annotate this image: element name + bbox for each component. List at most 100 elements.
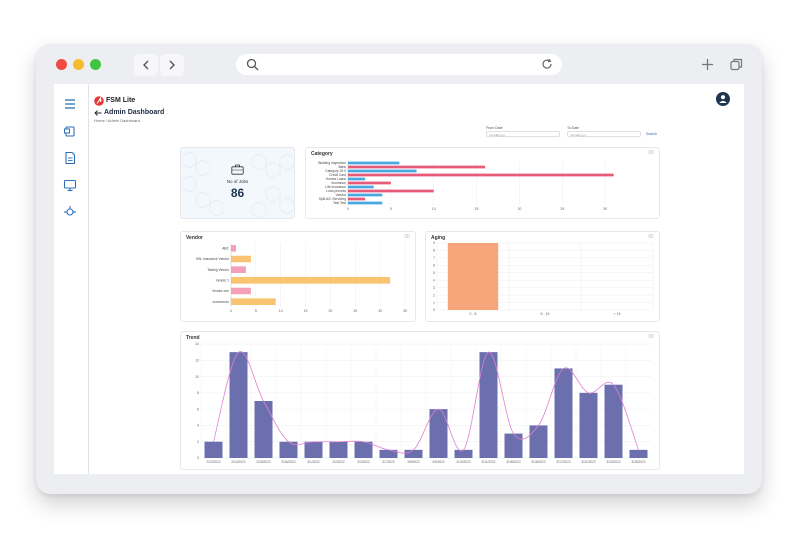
page-header: Admin Dashboard	[94, 109, 164, 116]
trend-bar	[404, 449, 423, 458]
jobs-card: No of Jobs 86	[180, 147, 295, 219]
category-bar	[348, 181, 391, 185]
x-tick-label: 20	[328, 309, 332, 313]
main-content: FSM Lite Admin Dashboard Home / Admin Da…	[89, 84, 744, 474]
x-tick-label: 3/23/2022	[606, 460, 620, 464]
eye-icon[interactable]	[648, 334, 654, 338]
hamburger-menu-icon[interactable]	[63, 97, 77, 111]
category-bar	[348, 161, 400, 165]
trend-line	[213, 351, 639, 454]
y-tick-label: 12	[195, 358, 199, 362]
reload-icon[interactable]	[541, 58, 553, 70]
category-label: Insurance	[332, 181, 347, 185]
category-bar	[348, 185, 374, 189]
new-tab-icon[interactable]	[701, 58, 714, 71]
to-date-input[interactable]: mm/dd/yyyy	[567, 131, 641, 137]
x-tick-label: 2/24/2022	[231, 460, 245, 464]
breadcrumb-current: Admin Dashboard	[107, 118, 140, 123]
arrow-left-icon[interactable]	[94, 109, 102, 116]
category-bar	[348, 165, 486, 169]
category-label: ABC	[222, 247, 229, 251]
trend-bar	[204, 441, 223, 458]
x-tick-label: 3/21/2022	[581, 460, 595, 464]
from-date-label: From Date	[486, 126, 503, 130]
trend-bar	[629, 449, 648, 458]
breadcrumb-home[interactable]: Home	[94, 118, 105, 123]
vendor-bar	[231, 245, 236, 252]
x-tick-label: 30	[603, 207, 607, 211]
category-label: Loan process	[326, 189, 346, 193]
minimize-dot[interactable]	[73, 59, 84, 70]
vendor-bar	[231, 298, 276, 305]
y-tick-label: 8	[433, 249, 435, 253]
tabs-overview-icon[interactable]	[730, 58, 743, 71]
vendor-bar	[231, 266, 246, 273]
address-bar[interactable]	[236, 54, 562, 75]
x-tick-label: 3/18/2022	[506, 460, 520, 464]
category-bar	[348, 193, 383, 197]
x-tick-label: 25	[353, 309, 357, 313]
user-avatar-icon[interactable]	[716, 92, 730, 106]
x-tick-label: 3/8/2022	[407, 460, 420, 464]
logo[interactable]: FSM Lite	[94, 95, 135, 106]
browser-window: FSM Lite Admin Dashboard Home / Admin Da…	[36, 44, 762, 494]
trend-bar	[329, 441, 348, 458]
trend-bar	[379, 449, 398, 458]
x-tick-label: 0	[230, 309, 232, 313]
jobs-icon[interactable]	[63, 124, 77, 138]
jobs-count: 86	[230, 186, 245, 200]
trend-bar	[554, 368, 573, 458]
x-tick-label: 2/25/2022	[256, 460, 270, 464]
x-tick-label: 3/2/2022	[332, 460, 345, 464]
x-tick-label: 5	[390, 207, 392, 211]
category-chart: 0 5 10 15 20 25 30 Building InspectionBankCateg…	[318, 161, 614, 211]
breadcrumb-separator: /	[104, 118, 108, 123]
category-label: Testing Vendor	[207, 268, 230, 272]
y-tick-label: 10	[195, 375, 199, 379]
category-label: SW- Insurance Vendor	[196, 257, 230, 261]
category-label: Test Test	[333, 201, 346, 205]
trend-bar	[454, 449, 473, 458]
page-title: Admin Dashboard	[104, 109, 165, 116]
page-viewport: FSM Lite Admin Dashboard Home / Admin Da…	[54, 84, 744, 474]
close-dot[interactable]	[56, 59, 67, 70]
x-tick-label: 20	[517, 207, 521, 211]
trend-bar	[229, 352, 248, 458]
x-tick-label: 3/11/2022	[482, 460, 496, 464]
eye-icon[interactable]	[404, 234, 410, 238]
category-chart-card: Category 0 5 10 15 20 25 30 Building Inspection…	[305, 147, 660, 219]
chevron-right-icon	[169, 60, 175, 70]
back-button[interactable]	[134, 54, 158, 76]
breadcrumb: Home / Admin Dashboard	[94, 118, 140, 123]
forward-button[interactable]	[160, 54, 184, 76]
vendor-bar	[231, 255, 251, 263]
category-bar	[348, 173, 614, 177]
x-tick-label: 3/7/2022	[382, 460, 395, 464]
eye-icon[interactable]	[648, 234, 654, 238]
document-icon[interactable]	[63, 151, 77, 165]
x-tick-label: > 15	[614, 312, 621, 316]
x-tick-label: 3/1/2022	[307, 460, 320, 464]
y-tick-label: 5	[433, 271, 435, 275]
category-bar	[348, 169, 417, 173]
eye-icon[interactable]	[648, 150, 654, 154]
x-tick-label: 5	[255, 309, 257, 313]
trend-bar	[604, 384, 623, 458]
category-label: Vendor	[336, 193, 347, 197]
vendor-bar	[231, 277, 391, 284]
trend-bar	[429, 409, 448, 458]
from-date-input[interactable]: mm/dd/yyyy	[486, 131, 560, 137]
network-icon[interactable]	[63, 205, 77, 219]
category-label: Credit Card	[329, 173, 346, 177]
category-bar	[348, 197, 366, 201]
category-label: Split A/C Servicing	[319, 197, 346, 201]
category-label: Vendor 1	[216, 279, 229, 283]
search-button[interactable]: Search	[646, 132, 658, 136]
aging-bar	[447, 243, 499, 310]
trend-bar	[304, 441, 323, 458]
y-tick-label: 7	[433, 256, 435, 260]
maximize-dot[interactable]	[90, 59, 101, 70]
hexagon-pattern	[181, 151, 294, 218]
category-label: Building Inspection	[318, 161, 346, 165]
monitor-icon[interactable]	[63, 178, 77, 192]
